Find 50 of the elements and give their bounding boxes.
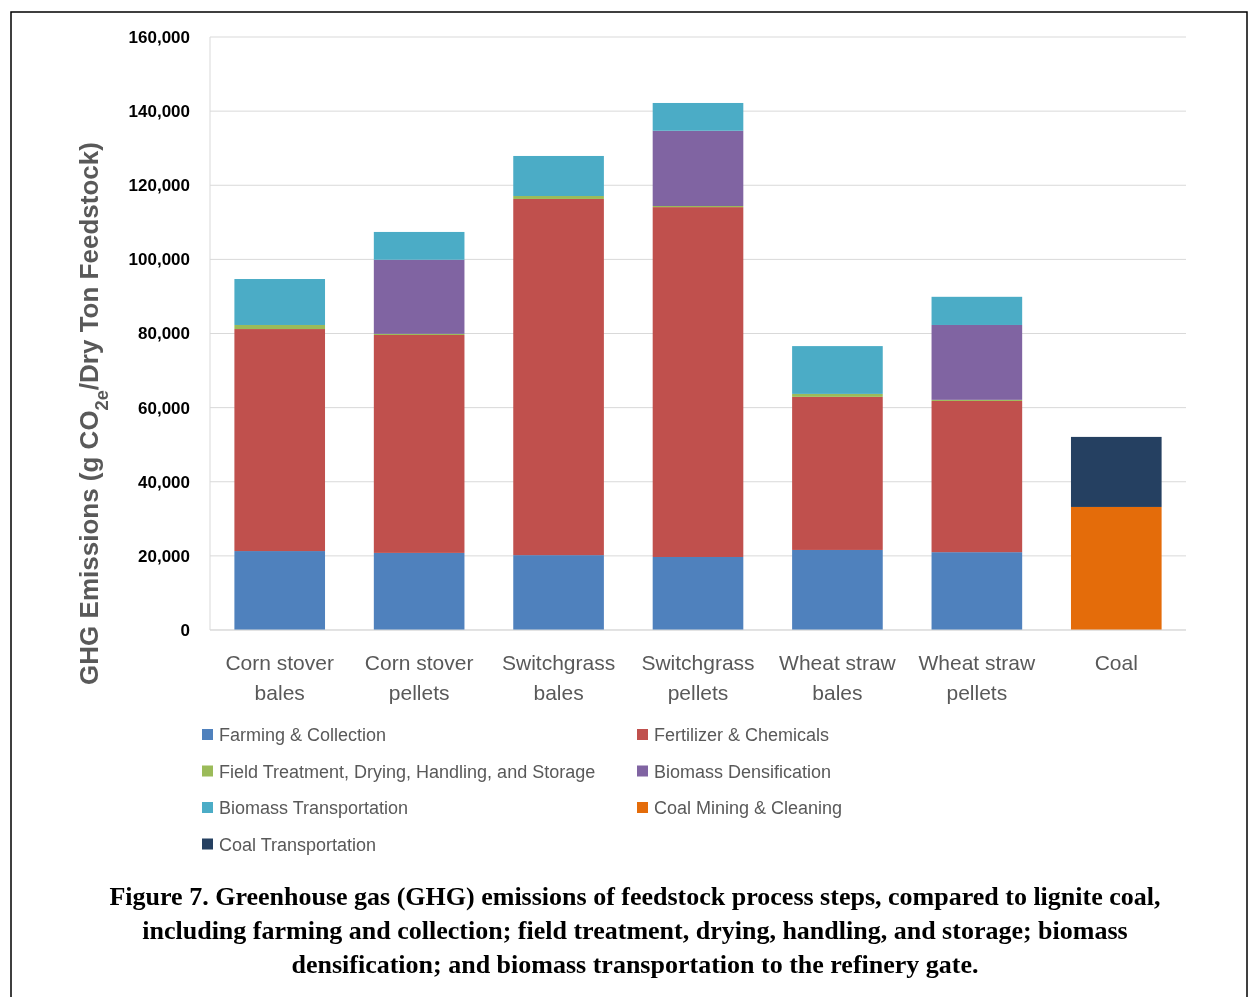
legend-label: Field Treatment, Drying, Handling, and Storage	[219, 761, 596, 782]
bar	[513, 196, 604, 199]
bar	[234, 324, 326, 330]
y-tick-label: 100,000	[128, 250, 190, 270]
legend-label: Biomass Transportation	[219, 798, 409, 819]
x-tick-label: Wheat straw bales	[779, 651, 897, 704]
y-tick-label: 0	[180, 620, 190, 640]
bar	[792, 549, 883, 630]
bar	[1070, 506, 1162, 630]
legend-label: Farming & Collection	[219, 725, 387, 746]
legend-label: Biomass Densification	[654, 761, 832, 782]
bar	[652, 207, 744, 557]
bar	[931, 324, 1023, 400]
x-tick-label: Wheat straw pellets	[918, 651, 1037, 704]
y-tick-label: 20,000	[138, 546, 190, 566]
bar	[931, 400, 1023, 553]
bar	[373, 334, 465, 553]
y-tick-label: 40,000	[138, 472, 190, 492]
legend-label: Coal Transportation	[219, 834, 377, 855]
bar	[792, 393, 883, 397]
bar	[234, 551, 326, 630]
bar	[513, 155, 604, 196]
y-tick-label: 160,000	[128, 27, 190, 47]
x-tick-label: Switchgrass bales	[501, 651, 616, 704]
bar	[652, 130, 744, 206]
legend-label: Coal Mining & Cleaning	[654, 798, 843, 819]
bar	[234, 279, 326, 325]
bar	[652, 102, 744, 131]
y-tick-label: 120,000	[128, 176, 190, 196]
bar	[373, 552, 465, 630]
bar	[1070, 436, 1162, 507]
bar	[792, 346, 883, 394]
caption: Figure 7. Greenhouse gas (GHG) emissions of feedstock process steps, compared to lignite coal, including farming and collection; field treatment, drying, handling, and storage; biomass densification; and biomass transportation to the refinery gate.	[109, 882, 1161, 979]
y-tick-label: 140,000	[128, 102, 190, 122]
x-tick-label: Coal	[1094, 651, 1138, 674]
bar	[373, 231, 465, 260]
x-tick-label: Switchgrass pellets	[641, 651, 755, 704]
bar	[513, 198, 604, 556]
bar	[234, 329, 326, 552]
x-tick-label: Corn stover pellets	[364, 651, 474, 704]
bar	[373, 259, 465, 334]
y-tick-label: 80,000	[138, 324, 190, 344]
bar	[792, 396, 883, 550]
y-tick-label: 60,000	[138, 398, 190, 418]
bar	[931, 552, 1023, 630]
legend-label: Fertilizer & Chemicals	[654, 725, 830, 746]
bar	[513, 555, 604, 630]
bar	[931, 296, 1023, 325]
x-tick-label: Corn stover bales	[225, 651, 334, 704]
bar	[652, 556, 744, 630]
